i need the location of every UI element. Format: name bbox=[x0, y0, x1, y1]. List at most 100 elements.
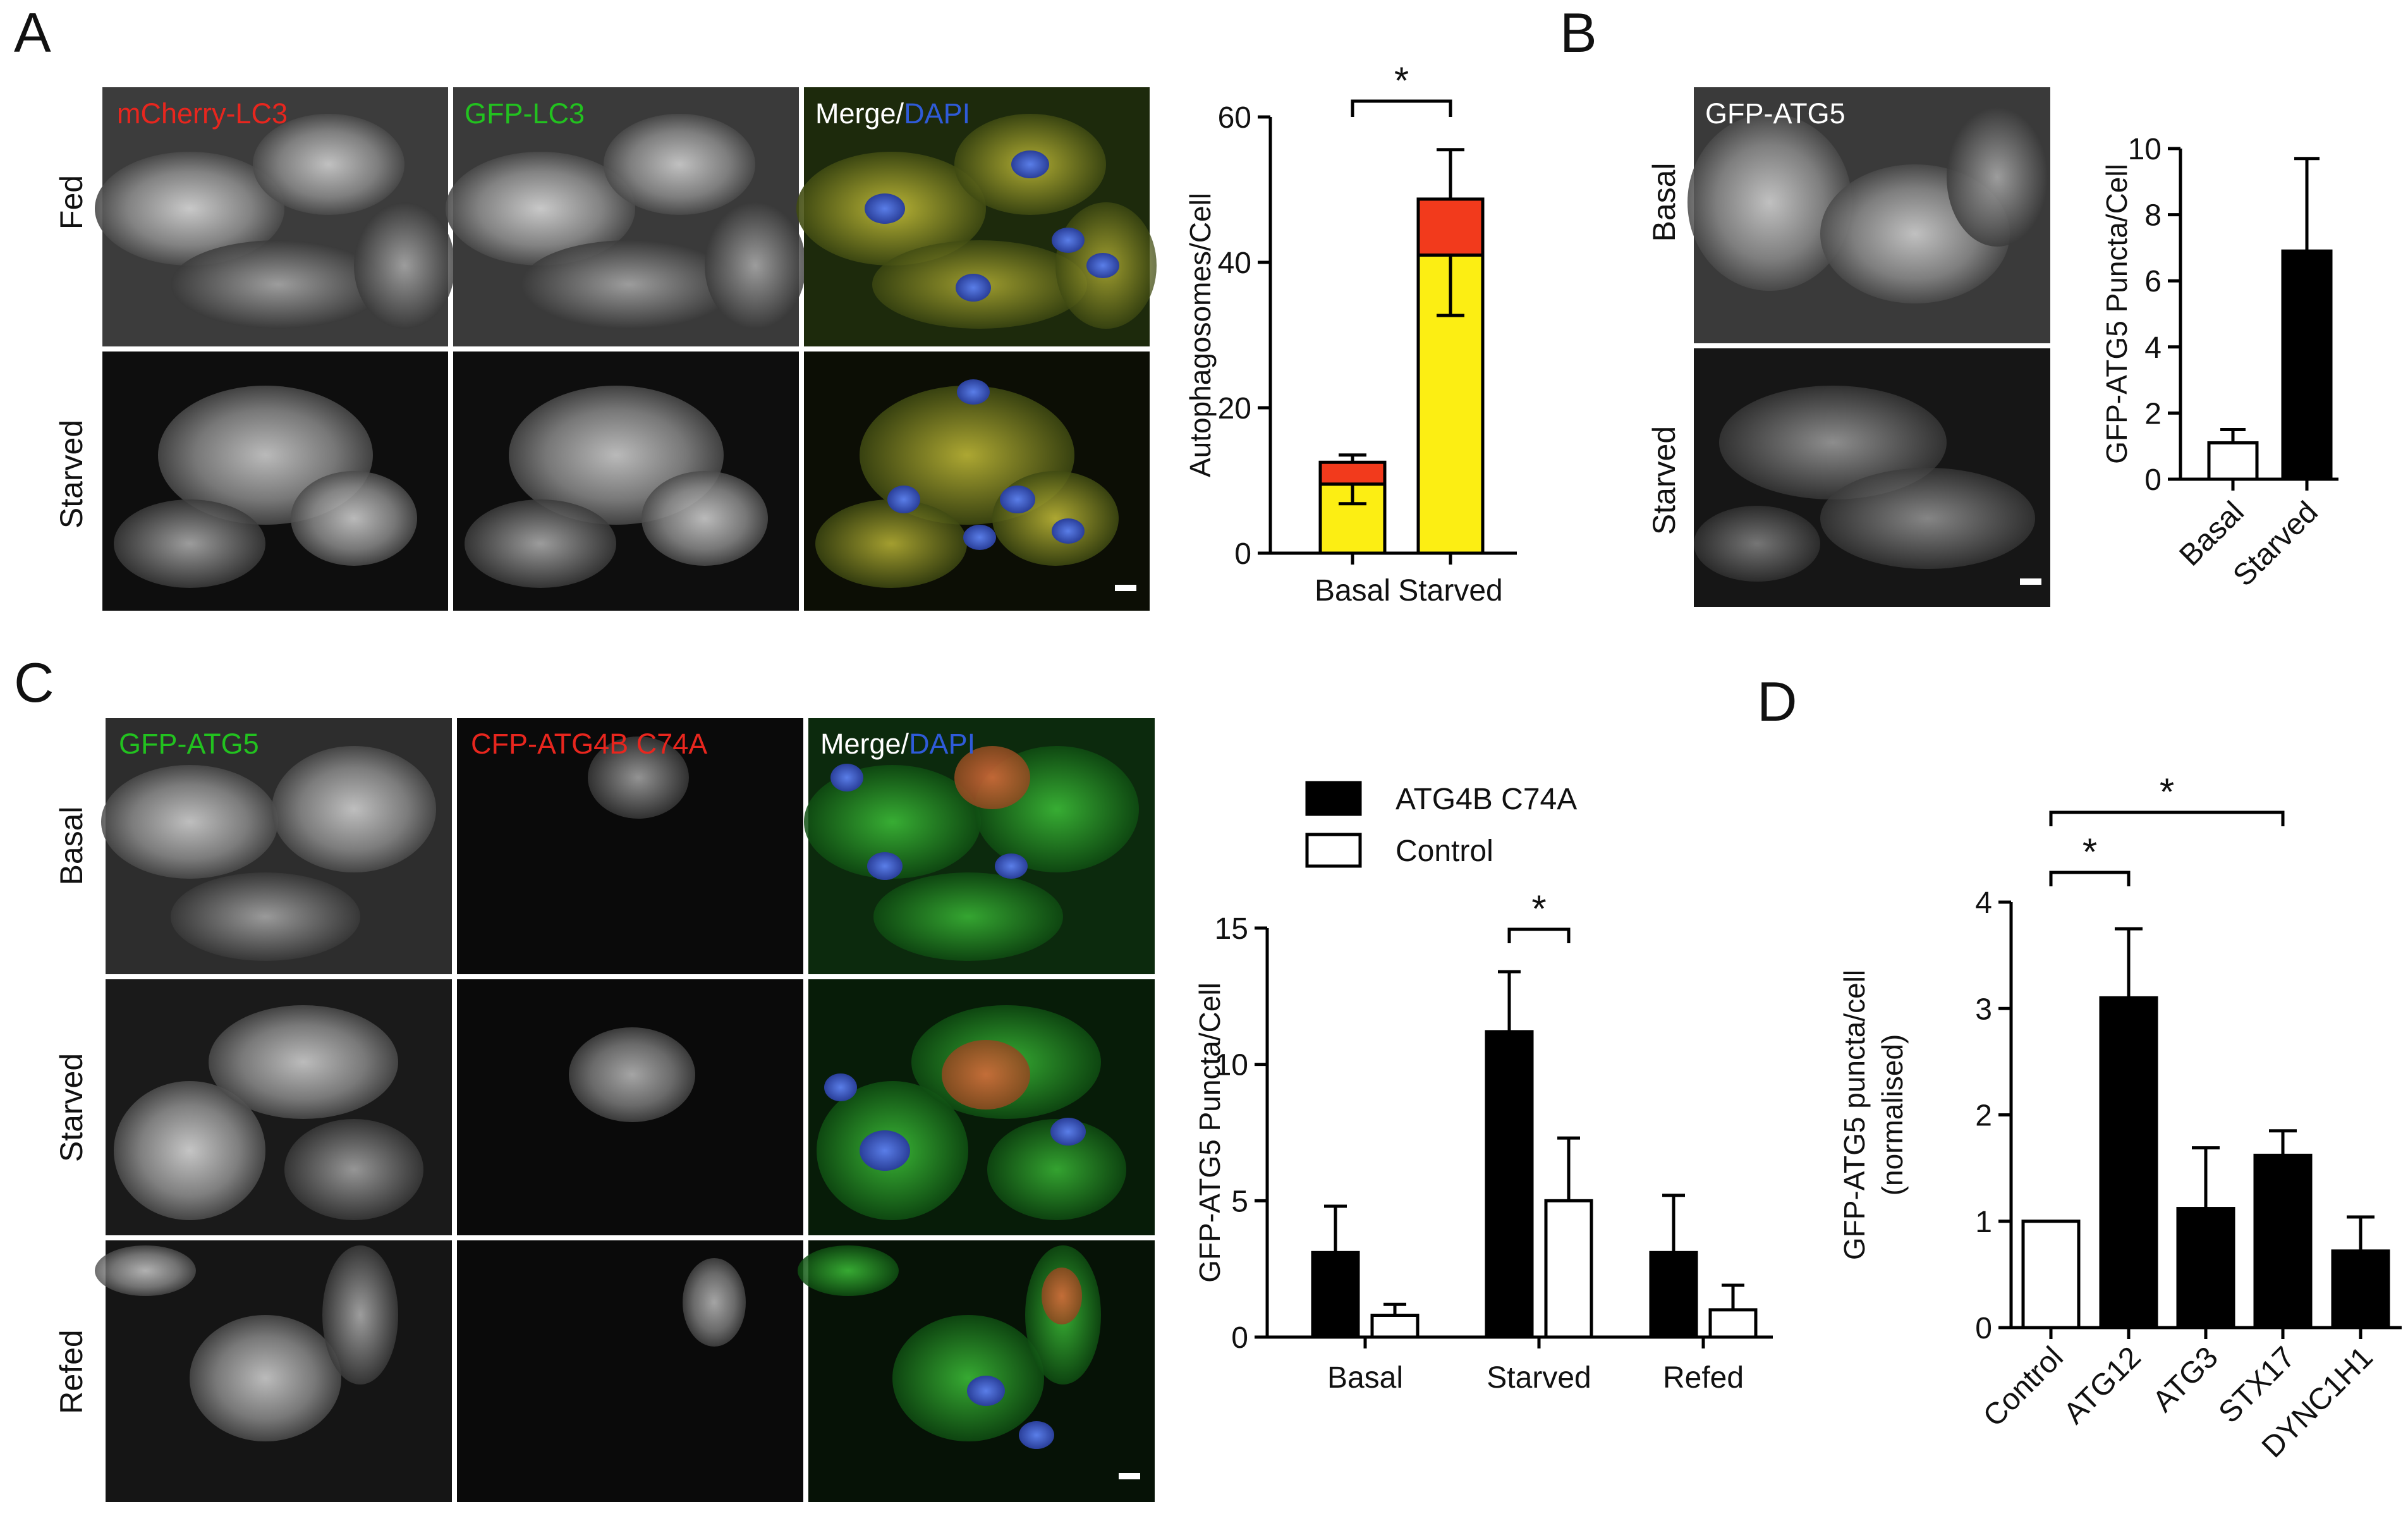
y-axis-label: (normalised) bbox=[1876, 1034, 1909, 1196]
bar bbox=[1370, 1313, 1420, 1339]
image-a-starved-gfp bbox=[453, 351, 799, 611]
row-label-refed: Refed bbox=[54, 1330, 89, 1414]
bar bbox=[2253, 1153, 2313, 1330]
scale-bar bbox=[1119, 1473, 1140, 1479]
significance-bracket bbox=[2049, 871, 2131, 886]
legend-swatch bbox=[1305, 833, 1362, 868]
panel-label-a: A bbox=[14, 1, 51, 64]
y-tick-label: 5 bbox=[1231, 1185, 1248, 1218]
chart-c: 0 5 10 15 GFP-ATG5 Puncta/Cell Basal Starved Re… bbox=[1193, 781, 1773, 1395]
column-label-gfp-atg5: GFP-ATG5 bbox=[1705, 97, 1846, 130]
image-b-basal bbox=[1687, 87, 2050, 343]
row-label-starved: Starved bbox=[54, 1053, 89, 1162]
row-label-basal: Basal bbox=[54, 806, 89, 885]
image-c-refed-merge bbox=[798, 1240, 1155, 1502]
x-tick-label: Starved bbox=[2227, 495, 2324, 592]
significance-label: * bbox=[2083, 831, 2097, 873]
image-a-starved-mcherry bbox=[102, 351, 448, 611]
x-tick-label: ATG12 bbox=[2057, 1340, 2147, 1430]
y-tick-label: 0 bbox=[1975, 1312, 1992, 1345]
legend-label: ATG4B C74A bbox=[1396, 783, 1577, 816]
bar bbox=[1649, 1250, 1698, 1339]
column-label-mcherry-lc3: mCherry-LC3 bbox=[117, 97, 288, 130]
row-label-basal: Basal bbox=[1646, 162, 1682, 241]
merge-label: Merge/ bbox=[815, 97, 904, 130]
significance-bracket bbox=[1351, 99, 1452, 117]
y-tick-label: 1 bbox=[1975, 1206, 1992, 1239]
bar bbox=[2021, 1220, 2081, 1330]
panel-label-b: B bbox=[1560, 1, 1597, 64]
scale-bar bbox=[2020, 578, 2041, 585]
panel-c-images: GFP-ATG5 CFP-ATG4B C74A Merge/DAPI Basal… bbox=[54, 718, 1155, 1502]
bar bbox=[2331, 1249, 2390, 1330]
y-axis-label: GFP-ATG5 puncta/cell bbox=[1838, 970, 1871, 1260]
bar bbox=[1544, 1199, 1593, 1339]
chart-a: 0 20 40 60 Autophagosomes/Cell Basal Starved * bbox=[1184, 59, 1517, 608]
bar bbox=[1311, 1250, 1360, 1339]
significance-bracket bbox=[1507, 927, 1571, 943]
significance-label: * bbox=[2160, 771, 2174, 813]
y-axis-label: Autophagosomes/Cell bbox=[1184, 193, 1217, 477]
bar bbox=[2099, 996, 2158, 1330]
image-c-starved-gfp bbox=[106, 979, 452, 1235]
x-tick-label: Basal bbox=[1315, 574, 1390, 608]
column-label-gfp-atg5: GFP-ATG5 bbox=[119, 728, 259, 760]
y-axis-label: GFP-ATG5 Puncta/Cell bbox=[1193, 982, 1226, 1283]
column-label-merge-dapi: Merge/DAPI bbox=[815, 97, 970, 130]
y-axis-label: GFP-ATG5 Puncta/Cell bbox=[2100, 164, 2133, 464]
x-tick-label: Refed bbox=[1663, 1361, 1744, 1395]
x-tick-label: Control bbox=[1977, 1340, 2070, 1433]
significance-bracket bbox=[2049, 810, 2285, 826]
legend-label: Control bbox=[1396, 834, 1493, 868]
column-label-cfp-atg4b: CFP-ATG4B C74A bbox=[471, 728, 707, 760]
y-tick-label: 4 bbox=[2144, 331, 2162, 365]
significance-label: * bbox=[1394, 59, 1409, 102]
y-tick-label: 6 bbox=[2144, 265, 2162, 298]
y-tick-label: 0 bbox=[1231, 1321, 1248, 1355]
y-tick-label: 8 bbox=[2144, 199, 2162, 233]
bar bbox=[2176, 1207, 2235, 1330]
significance-label: * bbox=[1531, 888, 1546, 930]
y-tick-label: 0 bbox=[1234, 537, 1251, 571]
image-c-refed-gfp bbox=[95, 1240, 452, 1502]
bar bbox=[1485, 1030, 1534, 1339]
panel-a-images: mCherry-LC3 GFP-LC3 Merge/DAPI Fed Starv… bbox=[54, 87, 1157, 611]
image-a-fed-merge bbox=[796, 87, 1157, 346]
x-tick-label: Basal bbox=[1327, 1361, 1403, 1395]
image-c-basal-gfp bbox=[101, 718, 452, 974]
image-c-starved-merge bbox=[808, 979, 1155, 1235]
panel-label-d: D bbox=[1757, 670, 1797, 733]
image-c-basal-cfp bbox=[457, 718, 803, 974]
panel-label-c: C bbox=[14, 651, 54, 714]
image-a-starved-merge bbox=[804, 351, 1150, 611]
image-c-refed-cfp bbox=[457, 1240, 803, 1502]
row-label-starved: Starved bbox=[1646, 426, 1682, 535]
y-tick-label: 3 bbox=[1975, 993, 1992, 1026]
y-tick-label: 0 bbox=[2144, 463, 2162, 497]
y-tick-label: 10 bbox=[1215, 1049, 1248, 1082]
image-c-starved-cfp bbox=[457, 979, 803, 1235]
y-tick-label: 2 bbox=[1975, 1099, 1992, 1133]
dapi-label: DAPI bbox=[909, 728, 975, 760]
image-a-fed-mcherry bbox=[95, 87, 455, 346]
dapi-label: DAPI bbox=[904, 97, 970, 130]
chart-d: 0 1 2 3 4 GFP-ATG5 puncta/cell (normalised) Con… bbox=[1838, 771, 2402, 1464]
y-tick-label: 2 bbox=[2144, 397, 2162, 431]
y-tick-label: 15 bbox=[1215, 912, 1248, 946]
x-tick-label: Starved bbox=[1398, 574, 1502, 608]
x-tick-label: Starved bbox=[1487, 1361, 1591, 1395]
image-a-fed-gfp bbox=[446, 87, 806, 346]
image-c-basal-merge bbox=[804, 718, 1155, 974]
bar-segment bbox=[1416, 197, 1485, 257]
scale-bar bbox=[1115, 585, 1136, 591]
column-label-merge-dapi: Merge/DAPI bbox=[820, 728, 975, 760]
y-tick-label: 20 bbox=[1218, 392, 1251, 425]
bar bbox=[1708, 1308, 1758, 1339]
row-label-starved: Starved bbox=[54, 420, 89, 529]
y-tick-label: 40 bbox=[1218, 247, 1251, 280]
y-tick-label: 4 bbox=[1975, 886, 1992, 920]
row-label-fed: Fed bbox=[54, 175, 89, 229]
legend-swatch bbox=[1305, 781, 1362, 816]
